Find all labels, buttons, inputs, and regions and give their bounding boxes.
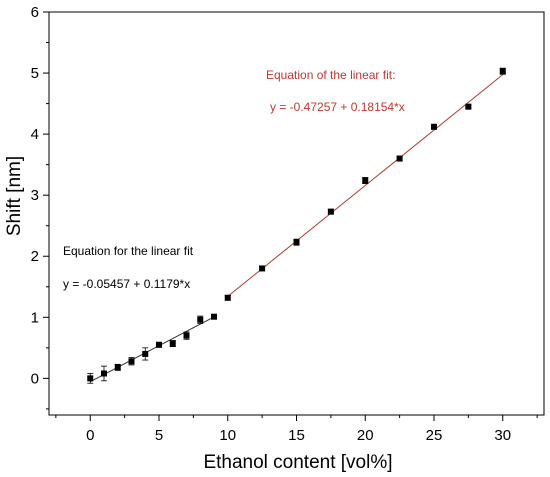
error-bars	[87, 67, 506, 384]
y-axis-title: Shift [nm]	[4, 156, 25, 236]
data-point	[183, 332, 190, 339]
x-tick-label: 30	[494, 427, 511, 444]
data-point	[169, 340, 176, 347]
fit-1-label: Equation for the linear fit	[63, 244, 194, 258]
data-point	[396, 155, 403, 162]
data-point	[362, 177, 369, 184]
x-axis-title: Ethanol content [vol%]	[203, 452, 392, 473]
y-tick-label: 0	[31, 370, 39, 387]
data-point	[156, 341, 162, 348]
data-point	[499, 68, 506, 75]
fit-2-equation: y = -0.47257 + 0.18154*x	[270, 100, 405, 114]
x-tick-label: 0	[86, 427, 94, 444]
data-point	[128, 358, 135, 365]
fit-lines	[90, 74, 504, 383]
data-point	[431, 123, 437, 130]
y-tick-label: 2	[31, 248, 39, 265]
data-point	[465, 103, 472, 110]
x-tick-label: 25	[426, 427, 443, 444]
y-tick-label: 5	[31, 65, 39, 82]
fit-line-1	[90, 316, 215, 383]
data-point	[142, 350, 149, 357]
y-tick-label: 1	[31, 309, 39, 326]
y-tick-label: 4	[31, 126, 39, 143]
x-tick-label: 15	[288, 427, 305, 444]
x-tick-label: 5	[155, 427, 163, 444]
y-tick-label: 6	[31, 4, 39, 21]
data-point	[87, 375, 94, 382]
data-points	[87, 68, 506, 382]
data-point	[259, 265, 266, 272]
fit-1-equation: y = -0.05457 + 0.1179*x	[63, 277, 190, 291]
x-tick-label: 10	[219, 427, 236, 444]
data-point	[224, 294, 231, 301]
fit-line-2	[227, 74, 504, 297]
x-tick-label: 20	[357, 427, 374, 444]
axes: 0 5 10 15 20 25 30 0 1 2 3 4 5 6	[31, 4, 545, 444]
data-point	[114, 364, 121, 371]
data-point	[211, 313, 217, 320]
data-point	[197, 316, 204, 323]
y-tick-label: 3	[31, 187, 39, 204]
fit-2-label: Equation of the linear fit:	[266, 68, 395, 82]
data-point	[101, 370, 107, 377]
data-point	[293, 239, 300, 246]
data-point	[327, 208, 334, 215]
